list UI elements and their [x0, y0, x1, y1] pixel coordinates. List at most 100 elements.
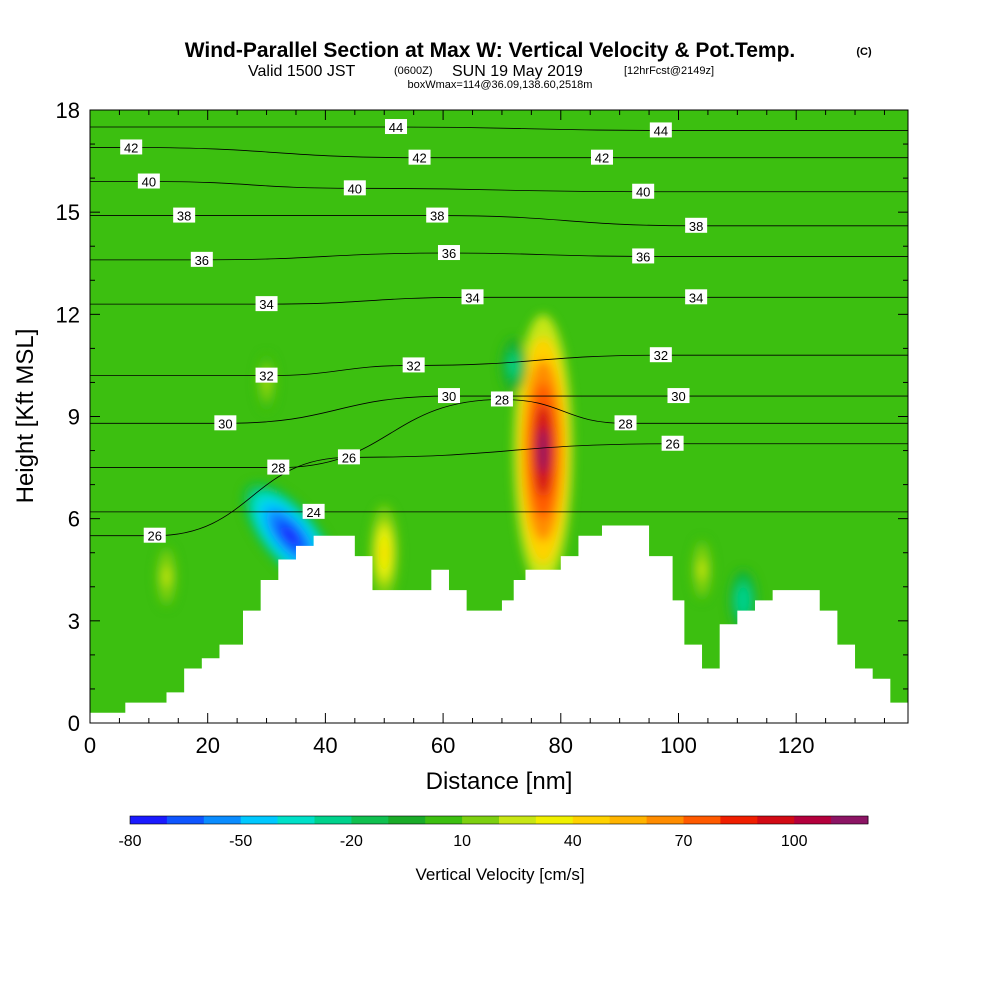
x-tick-label: 20 [195, 733, 219, 758]
theta-label: 36 [190, 251, 213, 268]
theta-label-box [590, 149, 613, 165]
w-feature-level [740, 595, 746, 606]
theta-label: 30 [667, 388, 690, 404]
y-tick-label: 18 [56, 98, 80, 123]
colorbar-tick-label: -20 [340, 833, 363, 850]
w-feature-level [538, 427, 549, 474]
colorbar-swatch [720, 816, 758, 824]
theta-label-text: 34 [259, 297, 273, 312]
theta-label-text: 42 [124, 140, 138, 155]
colorbar-swatch [388, 816, 426, 824]
theta-label: 28 [267, 459, 290, 476]
colorbar: -80 -50 -20 10 40 70 100 [118, 815, 869, 850]
theta-label-box [267, 459, 290, 475]
x-tick-label: 40 [313, 733, 337, 758]
theta-contour-line [90, 354, 908, 377]
theta-label-text: 42 [595, 151, 609, 166]
colorbar-frame [129, 815, 869, 825]
theta-label-text: 42 [412, 151, 426, 166]
theta-label-text: 34 [689, 290, 703, 305]
theta-label: 24 [302, 503, 325, 520]
theta-label: 42 [408, 149, 431, 166]
theta-label-box [255, 367, 278, 383]
y-tick-label: 12 [56, 302, 80, 327]
theta-label: 32 [255, 367, 278, 384]
colorbar-swatch [351, 816, 389, 824]
theta-label-box [402, 357, 425, 373]
theta-label-text: 44 [389, 120, 403, 135]
theta-label-text: 38 [430, 209, 444, 224]
theta-label-box [120, 139, 143, 155]
valid-time-prefix: Valid 1500 JST [248, 63, 356, 80]
w-feature-level [511, 360, 516, 370]
theta-label: 32 [402, 357, 425, 373]
theta-label-text: 34 [465, 290, 479, 305]
colorbar-swatch [683, 816, 721, 824]
theta-label: 44 [385, 119, 408, 135]
theta-label-text: 24 [306, 505, 320, 520]
colorbar-swatch [831, 816, 869, 824]
theta-label: 42 [590, 149, 613, 166]
x-axis-label: Distance [nm] [426, 768, 573, 795]
colorbar-swatch [425, 816, 463, 824]
x-tick-label: 60 [431, 733, 455, 758]
y-tick-label: 15 [56, 200, 80, 225]
theta-label-text: 44 [654, 123, 668, 138]
theta-label: 42 [120, 139, 143, 155]
theta-label-box [343, 180, 366, 196]
copyright-mark: (C) [856, 46, 872, 58]
theta-label: 26 [143, 527, 166, 544]
w-feature [691, 538, 713, 601]
theta-label-text: 40 [348, 181, 362, 196]
theta-label: 38 [685, 217, 708, 234]
colorbar-swatch [572, 816, 611, 824]
colorbar-tick-label: -80 [118, 833, 141, 850]
theta-label: 28 [490, 391, 513, 407]
theta-label-box [685, 217, 708, 233]
theta-label: 38 [173, 207, 196, 224]
valid-date: SUN 19 May 2019 [452, 63, 583, 80]
theta-label-text: 26 [342, 450, 356, 465]
colorbar-tick-label: 40 [564, 833, 582, 850]
theta-label-text: 32 [654, 348, 668, 363]
theta-label-text: 40 [142, 175, 156, 190]
theta-label-text: 32 [406, 358, 420, 373]
w-feature-level [164, 571, 169, 582]
valid-time-line: Valid 1500 JST (0600Z) SUN 19 May 2019 [… [248, 63, 714, 80]
colorbar-swatch [462, 816, 500, 824]
w-feature [513, 314, 573, 587]
forecast-info: [12hrFcst@2149z] [624, 65, 714, 77]
theta-label-box [461, 289, 484, 305]
colorbar-swatch [203, 816, 242, 824]
theta-label-box [649, 347, 672, 363]
theta-label-text: 36 [442, 246, 456, 261]
colorbar-swatch [277, 816, 315, 824]
w-feature-level [381, 544, 387, 561]
theta-label-text: 36 [195, 253, 209, 268]
theta-label-box [143, 527, 166, 543]
theta-label-text: 28 [618, 416, 632, 431]
theta-label: 38 [426, 207, 449, 224]
theta-label: 40 [343, 180, 366, 196]
x-tick-label: 100 [660, 733, 697, 758]
theta-contour-line [90, 395, 908, 424]
colorbar-swatch [646, 816, 684, 824]
theta-label-box [632, 248, 655, 264]
theta-label: 30 [437, 388, 460, 404]
colorbar-swatch [314, 816, 352, 824]
theta-label-box [385, 119, 408, 135]
x-tick-label: 0 [84, 733, 96, 758]
w-feature [500, 338, 527, 393]
theta-label-text: 28 [271, 461, 285, 476]
theta-label-box [337, 449, 360, 465]
theta-label: 26 [337, 449, 360, 465]
theta-label-text: 32 [259, 369, 273, 384]
theta-label-box [490, 391, 513, 407]
theta-contour-line [90, 126, 908, 131]
colorbar-tick-label: 10 [453, 833, 471, 850]
theta-label: 44 [649, 122, 672, 138]
colorbar-swatch [130, 816, 168, 824]
y-tick-label: 6 [68, 507, 80, 532]
